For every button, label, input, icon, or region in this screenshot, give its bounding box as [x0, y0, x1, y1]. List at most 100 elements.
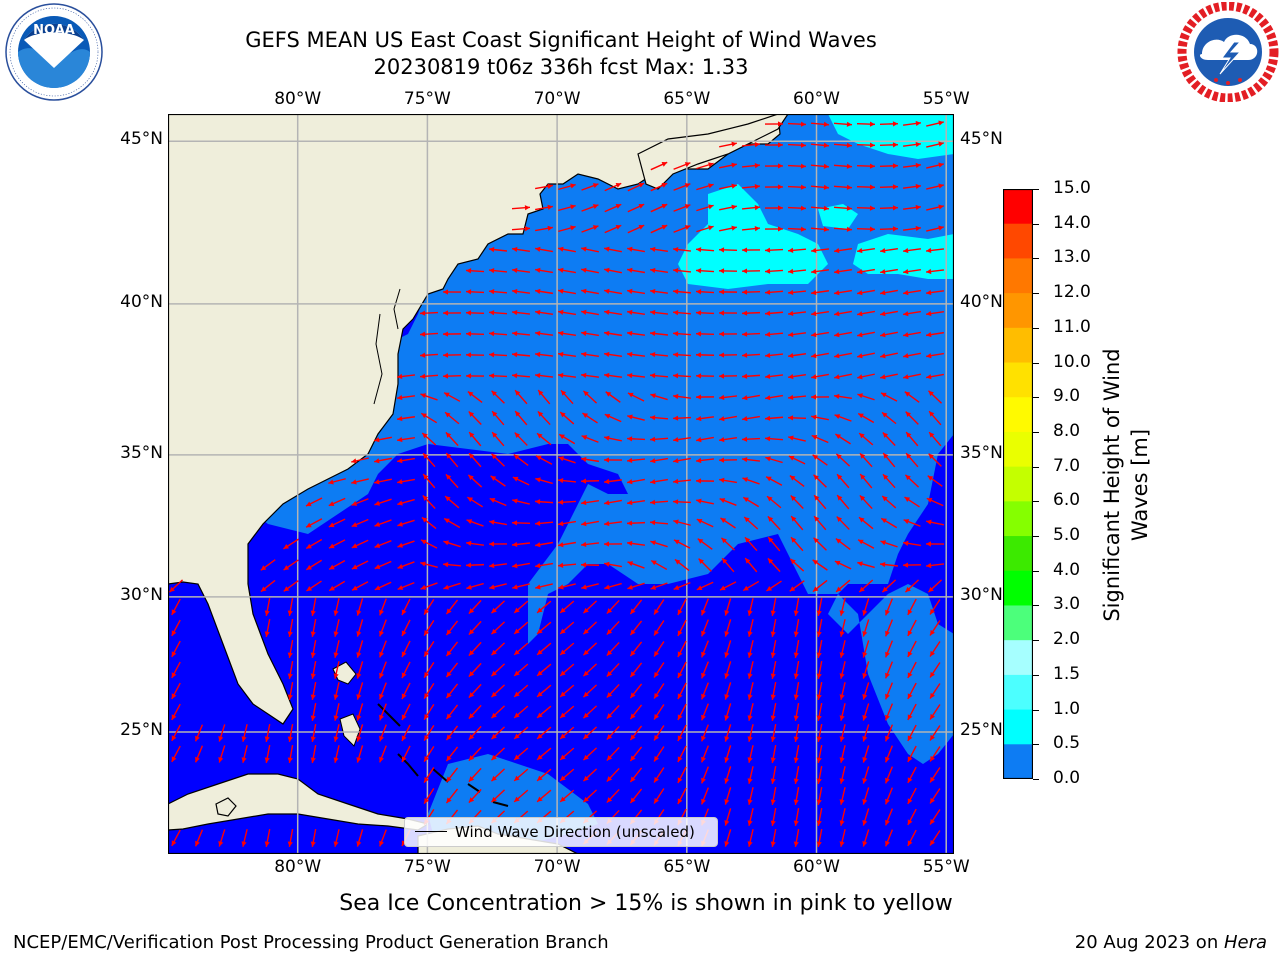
wind-arrow [420, 561, 438, 568]
wind-arrow [696, 183, 714, 191]
wind-arrow [606, 788, 620, 804]
wind-arrow [557, 562, 577, 568]
wind-arrow [884, 724, 894, 742]
wind-arrow [241, 829, 248, 847]
wind-arrow [629, 620, 643, 636]
colorbar-tick-label: 2.0 [1053, 629, 1081, 650]
wind-arrow [787, 142, 807, 148]
wind-arrow [787, 184, 807, 190]
wind-arrow [907, 640, 917, 658]
wind-arrow [695, 268, 715, 274]
wind-arrow [810, 394, 830, 400]
wind-arrow [379, 619, 387, 637]
wind-arrow [558, 204, 576, 212]
wind-arrow [787, 268, 807, 274]
colorbar-label: Significant Height of Wind Waves [m] [1100, 348, 1152, 622]
wind-arrow [881, 411, 897, 425]
wind-arrow [787, 205, 807, 211]
wind-arrow [789, 580, 805, 592]
wind-arrow [328, 478, 346, 485]
wind-arrow [834, 373, 852, 380]
wind-arrow [787, 226, 807, 232]
wind-arrow [401, 661, 411, 679]
wind-arrow [701, 745, 709, 763]
wind-arrow [513, 768, 529, 782]
wind-arrow [880, 352, 898, 359]
wind-arrow [929, 641, 941, 657]
wind-arrow [627, 203, 645, 213]
wind-arrow [695, 394, 715, 400]
wind-arrow [770, 703, 777, 721]
colorbar-segment [1003, 397, 1033, 433]
colorbar-tick-label: 3.0 [1053, 594, 1081, 615]
wind-arrow [880, 289, 898, 296]
wind-arrow [902, 120, 922, 127]
colorbar-tick-label: 6.0 [1053, 490, 1081, 511]
wind-arrow [884, 598, 894, 616]
wind-arrow [907, 598, 917, 616]
wind-arrow [374, 540, 392, 548]
wind-arrow [310, 619, 317, 637]
wind-arrow [653, 746, 665, 762]
wind-arrow [747, 766, 754, 784]
wind-arrow [537, 389, 551, 405]
wind-arrow [907, 724, 917, 742]
wind-arrow [856, 184, 876, 190]
wind-arrow [582, 726, 598, 740]
wind-arrow [401, 724, 411, 742]
wind-arrow [742, 394, 760, 401]
wind-arrow [764, 415, 784, 421]
wind-arrow [488, 352, 508, 358]
wind-arrow [468, 767, 482, 783]
wind-arrow [833, 184, 853, 190]
wind-wave-map: Wind Wave Direction (unscaled) [167, 113, 955, 858]
wind-arrow [811, 434, 829, 444]
wind-arrow [513, 705, 529, 719]
wind-arrow [926, 141, 944, 148]
wind-arrow [862, 787, 870, 805]
wind-arrow [445, 662, 459, 678]
wind-arrow [558, 583, 576, 590]
wind-arrow [397, 457, 415, 464]
colorbar-tick-mark [1033, 779, 1039, 780]
wind-arrow [879, 205, 899, 211]
wind-arrow [465, 352, 485, 358]
wind-arrow [443, 517, 461, 529]
wind-arrow [488, 289, 508, 295]
wind-arrow [467, 474, 483, 488]
footer-date: 20 Aug 2023 on [1074, 932, 1224, 953]
wind-arrow [721, 557, 735, 573]
wind-arrow [862, 661, 870, 679]
wind-arrow [305, 559, 323, 571]
wind-arrow [813, 474, 827, 488]
wind-arrow [925, 268, 945, 275]
wind-arrow [766, 580, 782, 592]
wind-arrow [928, 431, 942, 447]
wind-arrow [536, 663, 552, 677]
wind-arrow [929, 830, 941, 846]
colorbar-tick-label: 10.0 [1053, 351, 1091, 372]
wind-arrow [767, 536, 781, 552]
wind-arrow [810, 268, 830, 275]
wind-arrow [903, 519, 921, 527]
wind-arrow [649, 373, 669, 379]
wind-arrow [833, 393, 853, 400]
wind-arrow [650, 393, 668, 401]
wind-arrow [374, 498, 392, 506]
wind-arrow [305, 497, 323, 507]
wind-arrow [582, 390, 598, 404]
wind-arrow [719, 477, 737, 484]
wind-arrow [858, 579, 874, 593]
wind-arrow [379, 745, 387, 763]
wind-arrow [397, 581, 415, 591]
wind-arrow [627, 392, 645, 402]
wind-arrow [351, 457, 369, 464]
wind-arrow [603, 372, 623, 379]
wind-arrow [603, 330, 623, 337]
wind-arrow [603, 520, 623, 527]
wind-arrow [677, 745, 687, 763]
wind-arrow [741, 331, 761, 337]
wind-arrow [816, 598, 823, 616]
wind-arrow [627, 414, 645, 421]
wind-arrow [787, 247, 807, 253]
